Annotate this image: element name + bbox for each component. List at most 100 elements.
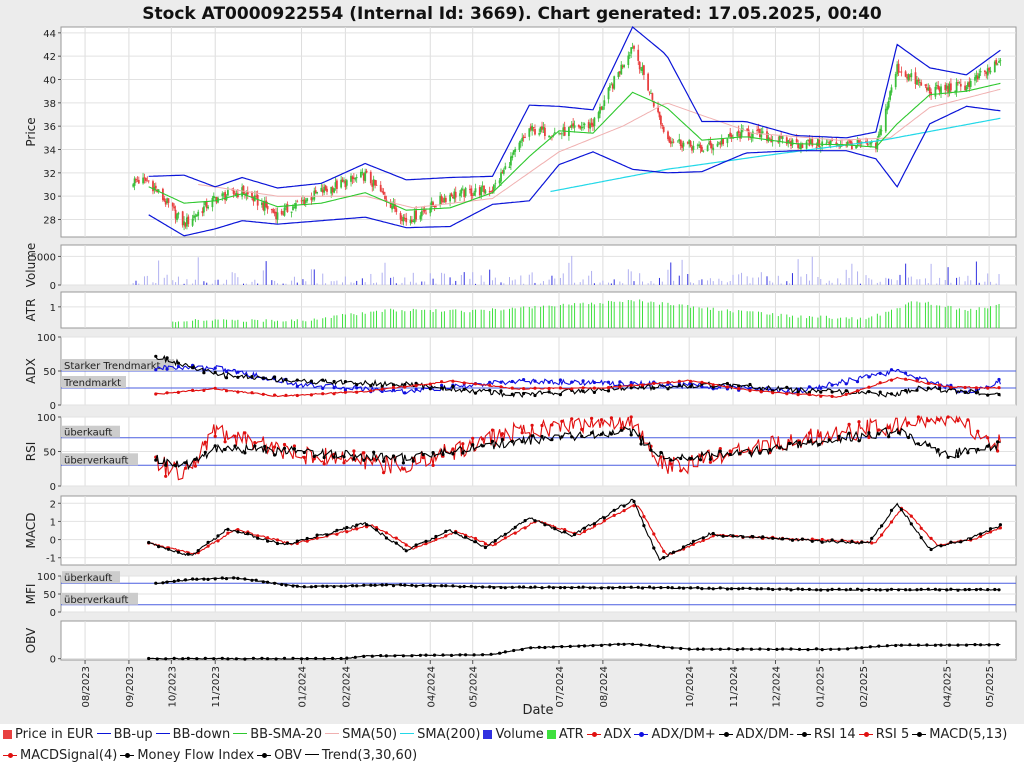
mfi-line-point <box>410 583 414 587</box>
price-candle <box>692 145 695 150</box>
obv-line-point <box>379 654 383 658</box>
dmminus-line-point <box>963 390 967 394</box>
macd-line-point <box>404 549 408 553</box>
rsi14-line-point <box>639 442 643 446</box>
macd-signal-line-point <box>592 524 597 528</box>
mfi-line-point <box>771 587 775 592</box>
macd-signal-line-point <box>998 526 1003 530</box>
rsi5-line-point <box>312 457 316 461</box>
y-tick-label: 36 <box>43 122 56 133</box>
price-candle <box>292 206 294 211</box>
macd-line-point <box>592 522 597 526</box>
legend-swatch <box>155 733 170 734</box>
price-candle <box>993 61 996 73</box>
rsi14-line-point <box>510 439 514 443</box>
dmminus-line-point <box>666 387 670 391</box>
obv-line-point <box>622 642 626 646</box>
price-candle <box>582 126 584 128</box>
obv-line-point <box>331 656 335 661</box>
dmminus-line-point <box>785 385 789 389</box>
price-candle <box>394 203 396 209</box>
price-candle <box>252 196 255 202</box>
mfi-line-point <box>273 581 277 585</box>
price-candle <box>478 187 481 196</box>
price-candle <box>454 191 457 198</box>
rsi5-line-point <box>669 462 673 466</box>
rsi14-line-point <box>916 442 921 446</box>
obv-line-point <box>418 653 422 657</box>
rsi14-line-point <box>322 455 326 460</box>
legend-swatch <box>96 733 111 734</box>
legend-item: RSI 14 <box>796 724 856 745</box>
price-candle <box>978 73 981 78</box>
price-candle <box>974 77 976 81</box>
dmplus-line-point <box>414 387 418 391</box>
price-candle <box>811 139 814 146</box>
guide-label-bg <box>62 592 138 605</box>
legend-swatch <box>233 733 248 734</box>
obv-line-point <box>775 647 779 652</box>
price-candle <box>560 133 563 135</box>
macd-signal-line-point <box>513 531 517 535</box>
price-candle <box>539 126 542 132</box>
rsi14-line-point <box>748 451 752 455</box>
price-candle <box>562 127 565 132</box>
price-candle <box>927 87 930 91</box>
dmplus-line-point <box>154 368 158 372</box>
mfi-line-point <box>529 585 533 589</box>
mfi-line-point <box>689 586 693 590</box>
price-candle <box>818 140 821 147</box>
dmplus-line-point <box>332 386 336 390</box>
macd-line-point <box>672 550 676 554</box>
mfi-line-point <box>373 583 377 587</box>
price-candle <box>631 47 634 49</box>
price-candle <box>988 67 990 71</box>
price-candle <box>965 86 968 92</box>
price-candle <box>484 190 487 194</box>
dmminus-line-point <box>332 379 336 384</box>
price-candle <box>572 123 575 127</box>
price-candle <box>613 76 616 89</box>
price-candle <box>791 139 794 146</box>
price-candle <box>788 141 791 143</box>
price-candle <box>798 147 801 149</box>
adx-line-point <box>904 377 908 381</box>
macd-line-point <box>721 534 725 538</box>
price-candle <box>756 130 758 131</box>
rsi5-line-point <box>857 420 861 424</box>
price-candle <box>940 86 942 93</box>
adx-line-point <box>629 383 633 387</box>
price-candle <box>143 177 146 179</box>
mfi-line-point <box>350 584 355 588</box>
macd-line-point <box>979 532 983 536</box>
adx-line-point <box>666 380 670 384</box>
rsi14-line-point <box>481 444 485 448</box>
price-candle <box>350 175 352 182</box>
price-candle <box>314 190 317 194</box>
price-candle <box>461 188 464 190</box>
obv-line-point <box>996 643 1000 647</box>
obv-line-point <box>599 643 604 648</box>
macd-line-point <box>761 535 765 539</box>
obv-line-point <box>741 647 745 651</box>
mfi-line-point <box>291 584 295 588</box>
rsi5-line-point <box>580 427 584 431</box>
legend-label: BB-SMA-20 <box>250 727 323 742</box>
rsi14-line-point <box>500 437 504 442</box>
adx-line-point <box>451 379 455 383</box>
price-candle <box>135 179 137 181</box>
adx-line-point <box>926 381 930 385</box>
mfi-line-point <box>949 587 953 591</box>
price-candle <box>955 82 958 93</box>
macd-line-point <box>870 536 874 541</box>
rsi14-line-point <box>362 458 366 462</box>
price-candle <box>166 198 168 203</box>
rsi5-line <box>155 415 1001 481</box>
price-candle <box>214 197 217 198</box>
adx-line-point <box>711 383 715 387</box>
rsi5-line-point <box>946 415 950 419</box>
adx-line-point <box>938 383 942 387</box>
price-candle <box>293 207 296 208</box>
macd-line-point <box>652 546 656 550</box>
price-candle <box>136 180 139 182</box>
